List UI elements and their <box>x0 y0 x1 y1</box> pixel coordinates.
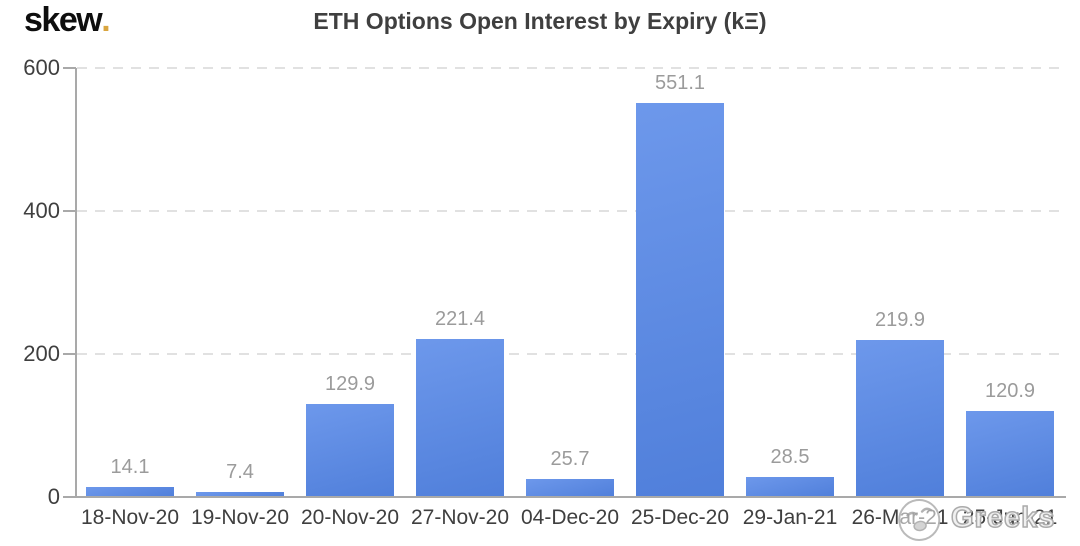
y-axis-tick <box>63 496 76 498</box>
y-axis-tick <box>63 67 76 69</box>
bar <box>636 102 724 498</box>
x-axis-label: 18-Nov-20 <box>80 506 180 529</box>
x-axis-label: 19-Nov-20 <box>190 506 290 529</box>
bar-value-label: 551.1 <box>654 71 706 94</box>
x-axis-labels: 18-Nov-20 19-Nov-20 20-Nov-20 27-Nov-20 04-D… <box>75 506 1065 530</box>
plot-area: 14.1 7.4 129.9 221.4 25.7 551.1 28.5 219.9 120.9 <box>75 67 1065 498</box>
x-axis-label: 04-Dec-20 <box>520 506 620 529</box>
x-axis-label: 27-Nov-20 <box>410 506 510 529</box>
bar-value-label: 221.4 <box>434 307 486 330</box>
x-axis-label: 25-Dec-20 <box>630 506 730 529</box>
x-axis-label: 20-Nov-20 <box>300 506 400 529</box>
bar-group: 7.4 <box>185 68 295 498</box>
skew-logo: skew. <box>24 1 111 40</box>
bar-value-label: 120.9 <box>984 379 1036 402</box>
bar <box>416 338 504 498</box>
y-axis-tick <box>63 353 76 355</box>
y-axis-line <box>75 68 77 497</box>
bar-group: 25.7 <box>515 68 625 498</box>
gridline <box>77 353 1064 355</box>
x-axis-label: 26-Mar-21 <box>851 506 949 529</box>
bar <box>966 410 1054 498</box>
bar <box>856 339 944 498</box>
x-axis-label: 29-Jan-21 <box>742 506 838 529</box>
bar-group: 14.1 <box>75 68 185 498</box>
bar-group: 551.1 <box>625 68 735 498</box>
bar <box>196 491 284 498</box>
bar-value-label: 14.1 <box>110 455 150 478</box>
y-axis-label: 200 <box>23 341 60 366</box>
bar-series: 14.1 7.4 129.9 221.4 25.7 551.1 28.5 219.9 120.9 <box>75 68 1065 498</box>
y-axis-label: 400 <box>23 198 60 223</box>
bar <box>526 478 614 498</box>
x-axis-line <box>69 496 1066 498</box>
bar-group: 120.9 <box>955 68 1065 498</box>
bar <box>86 486 174 498</box>
bar-value-label: 7.4 <box>226 460 254 483</box>
bar-value-label: 129.9 <box>324 373 376 396</box>
logo-text: skew <box>24 1 103 39</box>
bar-value-label: 25.7 <box>550 447 590 470</box>
bar-value-label: 28.5 <box>770 445 810 468</box>
bar <box>746 476 834 498</box>
bar-group: 219.9 <box>845 68 955 498</box>
y-axis-label: 600 <box>23 55 60 80</box>
bar-group: 129.9 <box>295 68 405 497</box>
bar <box>306 404 394 497</box>
bar-group: 28.5 <box>735 68 845 498</box>
y-axis-tick <box>63 210 76 212</box>
chart-title: ETH Options Open Interest by Expiry (kΞ) <box>313 8 767 34</box>
x-axis-label: 25-Jun-21 <box>962 506 1058 529</box>
bar-value-label: 219.9 <box>874 308 926 331</box>
gridline <box>77 67 1064 69</box>
y-axis-label: 0 <box>47 484 60 509</box>
logo-dot: . <box>101 1 111 39</box>
bar-group: 221.4 <box>405 68 515 498</box>
gridline <box>77 210 1064 212</box>
